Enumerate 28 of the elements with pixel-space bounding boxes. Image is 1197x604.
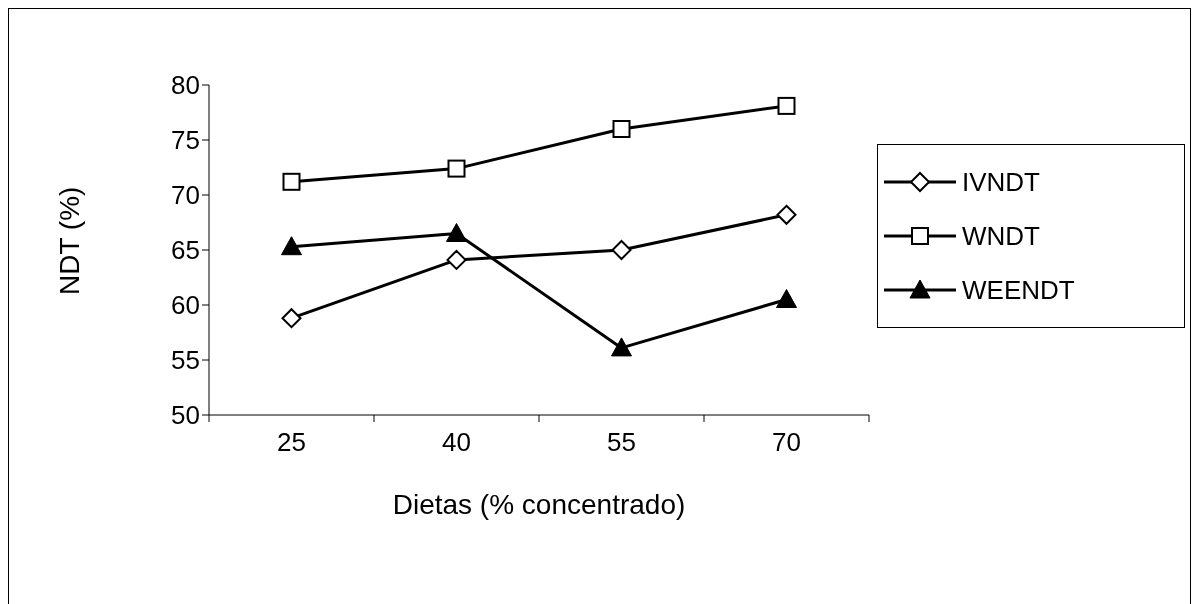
point: [776, 204, 797, 225]
y-tick-label: 80: [171, 70, 200, 101]
point: [447, 159, 466, 178]
point: [446, 223, 467, 242]
legend-label: WEENDT: [962, 274, 1075, 306]
x-tick-label: 55: [607, 427, 636, 457]
point: [611, 337, 632, 357]
point: [612, 120, 631, 138]
legend-label: IVNDT: [962, 166, 1040, 198]
point: [611, 240, 632, 260]
y-tick-label: 60: [171, 290, 200, 321]
y-tick-label: 55: [171, 345, 200, 376]
y-axis-title: NDT (%): [53, 186, 85, 295]
x-tick-label: 25: [277, 427, 306, 457]
legend-label: WNDT: [962, 220, 1040, 252]
point: [777, 96, 796, 115]
point: [776, 289, 797, 308]
y-tick-label: 65: [171, 235, 200, 266]
y-tick-label: 75: [171, 125, 200, 156]
y-tick-label: 50: [171, 400, 200, 431]
point: [281, 308, 302, 329]
x-tick-label: 70: [772, 427, 801, 457]
y-tick-label: 70: [171, 180, 200, 211]
point: [281, 236, 302, 256]
point: [282, 172, 301, 191]
point: [446, 249, 467, 270]
x-tick-label: 40: [442, 427, 471, 457]
x-axis-title: Dietas (% concentrado): [392, 489, 686, 520]
